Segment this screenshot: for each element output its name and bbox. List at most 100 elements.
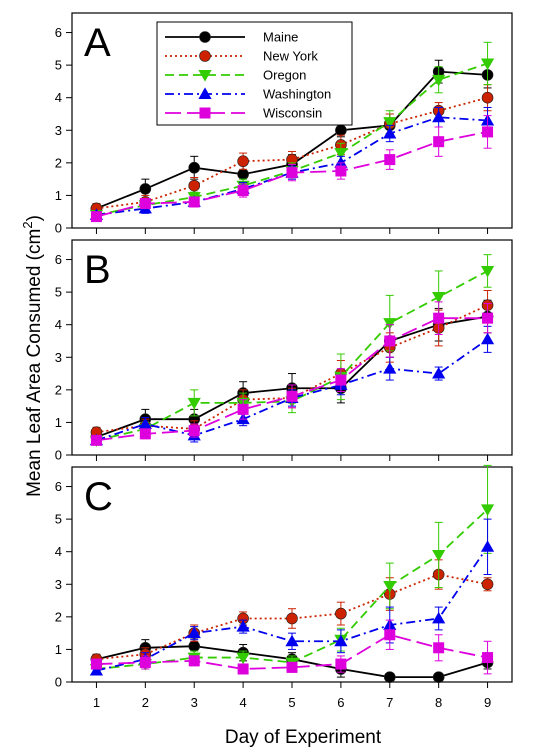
series-wisconsin	[90, 619, 494, 675]
y-tick-label: 6	[55, 479, 62, 494]
x-tick-label: 5	[288, 695, 295, 710]
series-wisconsin	[90, 115, 494, 223]
y-tick-label: 0	[55, 221, 62, 236]
y-axis-title: Mean Leaf Area Consumed (cm2)	[20, 215, 45, 497]
data-point	[432, 74, 446, 87]
x-axis-title: Day of Experiment	[225, 727, 382, 748]
data-point	[432, 110, 446, 123]
data-point	[286, 167, 298, 179]
data-point	[188, 179, 201, 192]
data-point	[383, 318, 397, 330]
data-point	[138, 417, 152, 430]
data-point	[188, 640, 201, 652]
y-tick-label: 6	[55, 25, 62, 40]
data-point	[384, 335, 396, 347]
data-point	[334, 156, 348, 168]
data-point	[237, 185, 249, 197]
data-point	[187, 626, 201, 639]
series-line	[96, 633, 488, 670]
chart-panel-a: 0 1 2 3 4 5 6 A Maine New York Oregon Washington Wis…	[55, 12, 513, 236]
legend-marker	[199, 107, 211, 119]
data-point	[480, 504, 495, 516]
x-tick-label: 6	[337, 695, 344, 710]
y-tick-label: 2	[55, 382, 62, 397]
data-point	[432, 671, 445, 683]
data-point	[383, 580, 397, 593]
data-point	[139, 198, 151, 210]
legend-box	[156, 21, 353, 126]
data-point	[335, 374, 347, 386]
y-tick-label: 1	[55, 415, 62, 430]
data-point	[139, 428, 151, 440]
data-point	[286, 390, 298, 402]
data-point	[335, 607, 347, 620]
data-point	[482, 652, 494, 664]
data-point	[432, 366, 446, 379]
data-point	[188, 425, 200, 437]
data-point	[90, 658, 102, 670]
x-tick-label: 9	[484, 695, 491, 710]
legend-marker	[198, 70, 212, 82]
data-point	[383, 126, 397, 139]
legend-label: Maine	[263, 30, 298, 45]
data-point	[433, 136, 445, 148]
data-point	[384, 154, 396, 166]
data-point	[236, 652, 250, 665]
data-point	[433, 312, 445, 324]
legend-label: Oregon	[263, 68, 306, 83]
x-tick-label: 7	[386, 695, 393, 710]
data-point	[383, 117, 397, 129]
data-point	[187, 397, 201, 410]
y-tick-label: 2	[55, 155, 62, 170]
data-point	[334, 634, 348, 647]
legend-label: New York	[263, 49, 318, 64]
data-point	[237, 155, 249, 168]
chart-panel-c: 0 1 2 3 4 5 6 1 2 3 4 5 6 7 8 9 C	[55, 464, 513, 710]
y-tick-label: 0	[55, 448, 62, 463]
data-point	[383, 671, 396, 683]
y-tick-label: 4	[55, 544, 62, 559]
data-point	[334, 148, 348, 160]
data-point	[384, 629, 396, 641]
y-tick-label: 3	[55, 350, 62, 365]
legend: Maine New York Oregon Washington Wisconsin	[156, 21, 353, 126]
data-point	[480, 540, 495, 552]
data-point	[432, 611, 446, 624]
data-point	[432, 292, 446, 304]
y-tick-label: 3	[55, 577, 62, 592]
data-point	[433, 642, 445, 654]
data-point	[482, 312, 494, 324]
legend-label: Wisconsin	[263, 106, 322, 121]
series-line	[96, 304, 488, 434]
data-point	[286, 612, 298, 625]
y-tick-label: 4	[55, 90, 62, 105]
y-tick-label: 5	[55, 285, 62, 300]
data-point	[237, 403, 249, 415]
x-tick-label: 8	[435, 695, 442, 710]
data-point	[335, 658, 347, 670]
y-tick-label: 1	[55, 188, 62, 203]
series-new-york	[90, 289, 494, 438]
data-point	[90, 211, 102, 223]
legend-label: Washington	[263, 87, 331, 102]
y-tick-label: 5	[55, 58, 62, 73]
panel-label: A	[84, 21, 111, 65]
data-point	[335, 124, 347, 137]
x-tick-label: 1	[93, 695, 100, 710]
y-tick-label: 1	[55, 642, 62, 657]
series-line	[96, 116, 488, 216]
series-line	[96, 96, 488, 210]
data-point	[89, 663, 104, 676]
legend-marker	[199, 31, 211, 43]
data-point	[188, 196, 200, 208]
x-tick-label: 2	[142, 695, 149, 710]
y-tick-label: 0	[55, 675, 62, 690]
data-point	[285, 634, 299, 647]
data-point	[482, 126, 494, 138]
data-point	[286, 661, 298, 673]
data-point	[480, 58, 495, 71]
x-tick-label: 3	[191, 695, 198, 710]
data-point	[481, 578, 494, 591]
data-point	[383, 362, 397, 374]
data-point	[237, 168, 249, 181]
